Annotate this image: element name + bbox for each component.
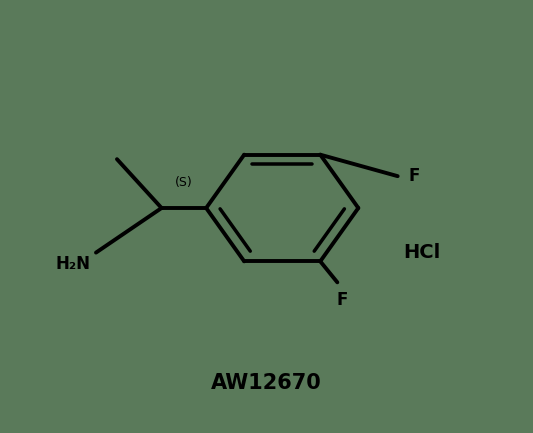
Text: HCl: HCl [403, 243, 440, 262]
Text: F: F [408, 167, 419, 185]
Text: (S): (S) [175, 176, 192, 189]
Text: F: F [337, 291, 348, 309]
Text: AW12670: AW12670 [211, 373, 322, 393]
Text: H₂N: H₂N [56, 255, 91, 273]
